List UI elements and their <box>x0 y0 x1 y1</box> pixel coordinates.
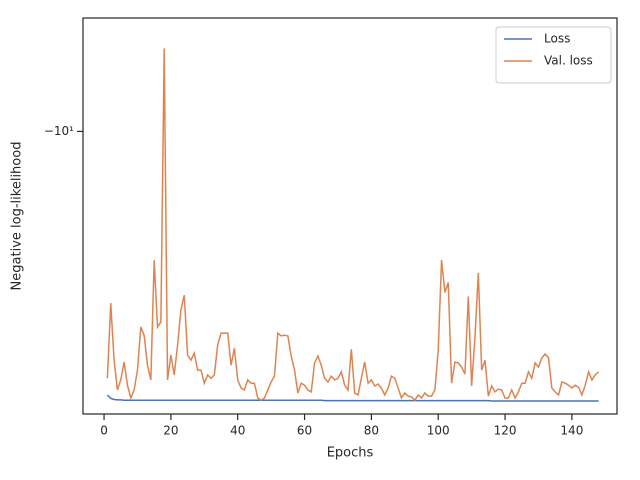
series-line <box>106 48 600 402</box>
x-axis-label: Epochs <box>327 446 374 461</box>
x-tick-label: 140 <box>560 424 583 438</box>
plot-frame <box>82 17 618 415</box>
legend-label: Val. loss <box>544 54 593 68</box>
y-axis-label: Negative log-likelihood <box>10 142 25 291</box>
series-line <box>106 394 599 402</box>
x-tick-label: 100 <box>427 424 450 438</box>
x-tick-label: 0 <box>100 424 108 438</box>
x-tick-label: 20 <box>163 424 178 438</box>
x-tick-label: 120 <box>494 424 517 438</box>
legend-label: Loss <box>544 32 570 46</box>
legend-box <box>495 26 612 84</box>
y-tick-label: −10¹ <box>44 124 74 138</box>
x-tick-label: 40 <box>230 424 245 438</box>
x-tick-label: 80 <box>364 424 379 438</box>
x-tick-label: 60 <box>297 424 312 438</box>
